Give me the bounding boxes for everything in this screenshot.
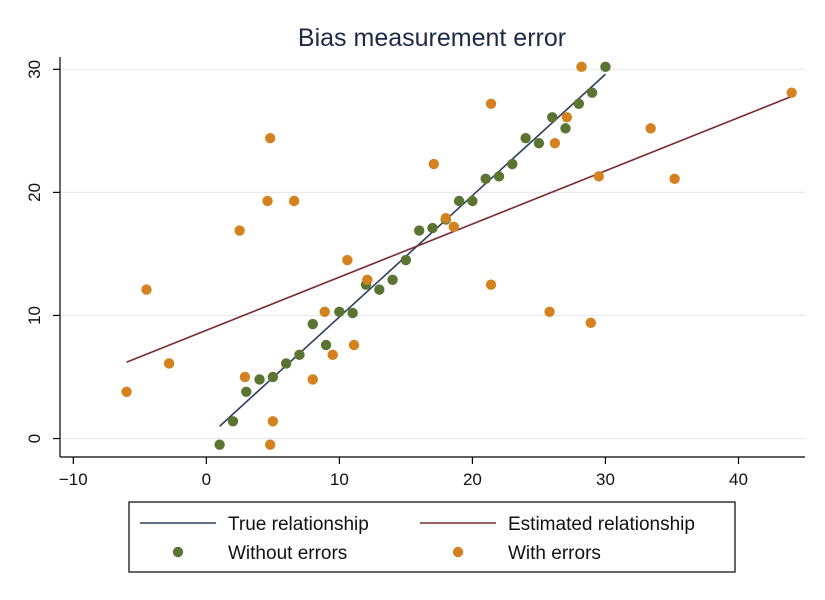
legend-frame	[128, 501, 736, 573]
point-without-errors	[573, 98, 585, 109]
x-tick-label: 40	[729, 470, 748, 489]
point-without-errors	[520, 133, 531, 144]
point-with-errors	[645, 123, 656, 134]
legend-label-estimated-relationship: Estimated relationship	[508, 514, 695, 535]
x-tick-label: 0	[202, 470, 211, 489]
point-with-errors	[288, 195, 300, 207]
series-line-true-relationship	[219, 73, 606, 427]
point-without-errors	[294, 349, 305, 361]
legend-label-with-errors: With errors	[508, 543, 601, 564]
point-with-errors	[327, 349, 338, 361]
point-without-errors	[280, 358, 292, 369]
point-without-errors	[347, 307, 358, 319]
point-with-errors	[786, 87, 797, 98]
point-with-errors	[234, 225, 245, 236]
chart-title: Bias measurement error	[298, 24, 566, 52]
y-tick-label: 20	[25, 183, 44, 202]
point-with-errors	[264, 439, 276, 450]
point-without-errors	[334, 306, 345, 317]
point-with-errors	[121, 386, 132, 397]
legend-key-with-errors	[452, 546, 464, 558]
point-with-errors	[549, 137, 561, 149]
point-with-errors	[163, 358, 175, 369]
point-without-errors	[467, 195, 478, 207]
x-tick-label: 20	[463, 470, 482, 489]
point-without-errors	[453, 195, 465, 207]
point-without-errors	[267, 371, 279, 383]
plot-area: −10 0 10 20 30 40 0 10 20 30	[25, 57, 805, 489]
y-tick-label: 0	[25, 434, 44, 443]
point-without-errors	[413, 225, 425, 236]
point-with-errors	[362, 274, 373, 285]
point-with-errors	[267, 416, 279, 427]
legend: True relationship Estimated relationship W…	[128, 501, 736, 573]
point-without-errors	[480, 173, 491, 185]
point-without-errors	[507, 158, 518, 170]
point-without-errors	[586, 87, 598, 98]
point-without-errors	[320, 339, 332, 351]
point-with-errors	[485, 98, 497, 109]
legend-key-without-errors	[172, 546, 184, 558]
point-without-errors	[254, 374, 265, 385]
series-line-estimated-relationship	[126, 95, 792, 363]
point-with-errors	[239, 371, 251, 383]
point-without-errors	[227, 416, 239, 427]
point-without-errors	[600, 61, 611, 73]
y-tick-label: 30	[25, 60, 44, 79]
point-without-errors	[374, 284, 385, 295]
x-tick-label: −10	[59, 470, 88, 489]
y-tick-label: 10	[25, 306, 44, 325]
point-without-errors	[307, 318, 318, 330]
point-without-errors	[427, 222, 438, 234]
point-with-errors	[264, 133, 276, 144]
point-with-errors	[485, 279, 497, 290]
point-with-errors	[141, 284, 152, 295]
point-with-errors	[669, 173, 680, 185]
legend-label-without-errors: Without errors	[228, 543, 347, 564]
point-with-errors	[342, 254, 353, 266]
point-without-errors	[533, 137, 545, 149]
x-tick-label: 10	[330, 470, 349, 489]
point-with-errors	[561, 112, 573, 123]
point-with-errors	[319, 306, 330, 317]
point-without-errors	[387, 274, 398, 285]
x-tick-label: 30	[596, 470, 615, 489]
legend-label-true-relationship: True relationship	[228, 514, 369, 535]
point-without-errors	[214, 439, 225, 450]
point-without-errors	[547, 112, 558, 123]
point-with-errors	[307, 374, 318, 385]
point-with-errors	[593, 171, 604, 182]
point-without-errors	[493, 171, 505, 182]
point-without-errors	[241, 386, 252, 397]
point-without-errors	[560, 123, 571, 134]
point-with-errors	[428, 158, 440, 170]
point-with-errors	[576, 61, 587, 73]
point-without-errors	[400, 254, 412, 266]
point-with-errors	[348, 339, 360, 351]
point-with-errors	[585, 317, 597, 329]
point-with-errors	[262, 195, 273, 207]
point-with-errors	[544, 306, 555, 317]
point-with-errors	[440, 213, 452, 224]
point-with-errors	[448, 221, 459, 233]
